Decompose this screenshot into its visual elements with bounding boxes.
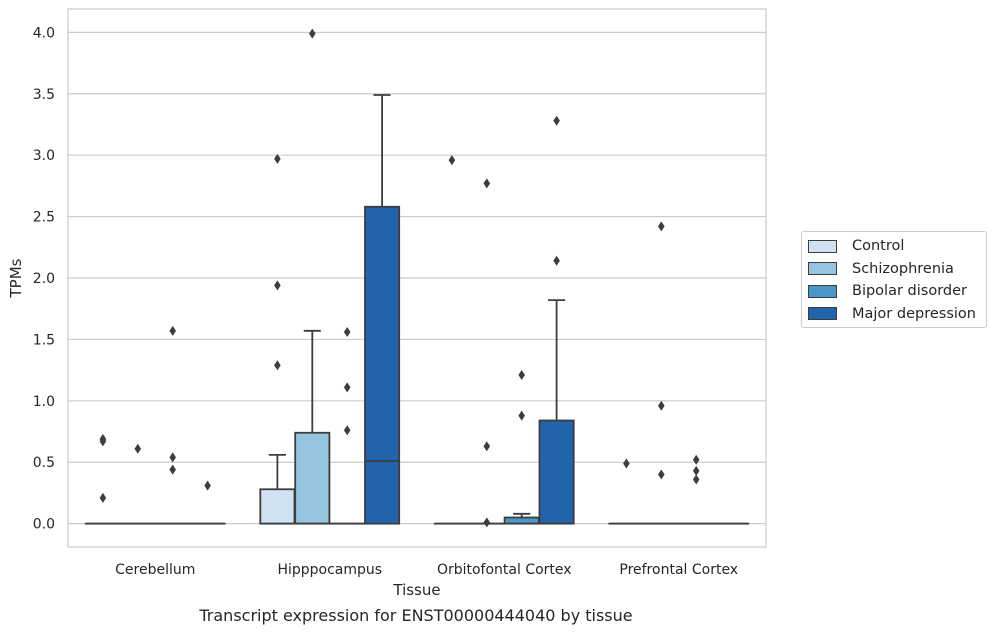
y-tick-label: 2.5: [33, 210, 55, 226]
outlier-point: [169, 452, 176, 463]
legend-label: Bipolar disorder: [852, 283, 967, 300]
x-axis-label: Tissue: [392, 581, 440, 599]
outlier-point: [343, 327, 351, 338]
outlier-point: [658, 221, 665, 232]
legend-swatch: [808, 239, 837, 253]
y-tick-label: 1.0: [33, 394, 55, 410]
box-schizophrenia: [468, 178, 505, 528]
outlier-point: [343, 382, 351, 393]
outlier-point: [169, 464, 176, 475]
outlier-point: [692, 454, 700, 465]
legend-label: Control: [852, 238, 905, 255]
box-schizophrenia: [119, 443, 156, 525]
box-bipolar-disorder: [678, 454, 715, 525]
box-bipolar-disorder: [154, 325, 191, 525]
box-major-depression: [364, 94, 401, 525]
box-plots: [84, 28, 750, 528]
outlier-point: [518, 370, 525, 381]
outlier-point: [518, 410, 525, 421]
legend: Control Schizophrenia Bipolar disorder Majo…: [801, 231, 987, 328]
legend-swatch: [808, 284, 837, 298]
box-bipolar-disorder: [329, 327, 366, 525]
box-bipolar-disorder: [503, 370, 540, 525]
outlier-point: [553, 255, 560, 266]
outlier-point: [99, 492, 107, 503]
legend-swatch: [808, 262, 837, 276]
box-body: [294, 431, 331, 525]
x-tick-labels: Cerebellum Hipppocampus Orbitofontal Corte…: [115, 562, 738, 578]
y-tick-label: 3.0: [33, 148, 55, 164]
x-tick-label: Cerebellum: [115, 562, 195, 578]
outlier-point: [448, 155, 456, 166]
outlier-point: [274, 360, 281, 371]
outlier-point: [134, 443, 142, 454]
y-tick-label: 0.0: [33, 517, 55, 533]
legend-item: Bipolar disorder: [802, 280, 986, 303]
outlier-point: [692, 465, 700, 476]
x-tick-label: Orbitofontal Cortex: [437, 562, 572, 578]
y-tick-labels: 0.0 0.5 1.0 1.5 2.0 2.5 3.0 3.5 4.0: [33, 25, 55, 532]
outlier-point: [99, 436, 107, 447]
outlier-point: [169, 325, 176, 336]
y-axis-label: TPMs: [7, 258, 25, 298]
box-body: [259, 488, 296, 525]
box-major-depression: [538, 115, 575, 525]
legend-item: Major depression: [802, 303, 986, 326]
legend-item: Schizophrenia: [802, 258, 986, 281]
figure-caption: Transcript expression for ENST0000044404…: [199, 606, 633, 625]
x-tick-label: Prefrontal Cortex: [619, 562, 738, 578]
outlier-point: [623, 458, 630, 469]
outlier-point: [553, 115, 560, 126]
box-control: [259, 153, 296, 525]
outlier-point: [204, 480, 211, 491]
outlier-point: [483, 441, 491, 452]
outlier-point: [483, 178, 491, 189]
box-major-depression: [189, 480, 226, 525]
box-control: [84, 433, 121, 525]
box-schizophrenia: [294, 28, 331, 525]
box-body: [503, 516, 540, 525]
y-tick-label: 0.5: [33, 455, 55, 471]
legend-item: Control: [802, 235, 986, 258]
x-tick-label: Hipppocampus: [277, 562, 382, 578]
y-tick-label: 3.5: [33, 87, 55, 103]
box-schizophrenia: [643, 221, 680, 525]
legend-label: Schizophrenia: [852, 260, 954, 277]
grid-lines: [68, 31, 766, 525]
outlier-point: [309, 28, 316, 39]
plot-area-frame: [67, 8, 767, 548]
outlier-point: [692, 474, 700, 485]
y-tick-label: 2.0: [33, 271, 55, 287]
outlier-point: [274, 280, 281, 291]
box-body: [538, 419, 575, 525]
outlier-point: [658, 469, 665, 480]
y-tick-label: 1.5: [33, 332, 55, 348]
box-control: [608, 458, 645, 525]
outlier-point: [274, 153, 281, 164]
legend-swatch: [808, 307, 837, 321]
outlier-point: [483, 517, 491, 528]
box-body: [364, 205, 401, 525]
outlier-point: [658, 400, 665, 411]
legend-label: Major depression: [852, 305, 976, 322]
outlier-point: [343, 425, 351, 436]
y-tick-label: 4.0: [33, 25, 55, 41]
